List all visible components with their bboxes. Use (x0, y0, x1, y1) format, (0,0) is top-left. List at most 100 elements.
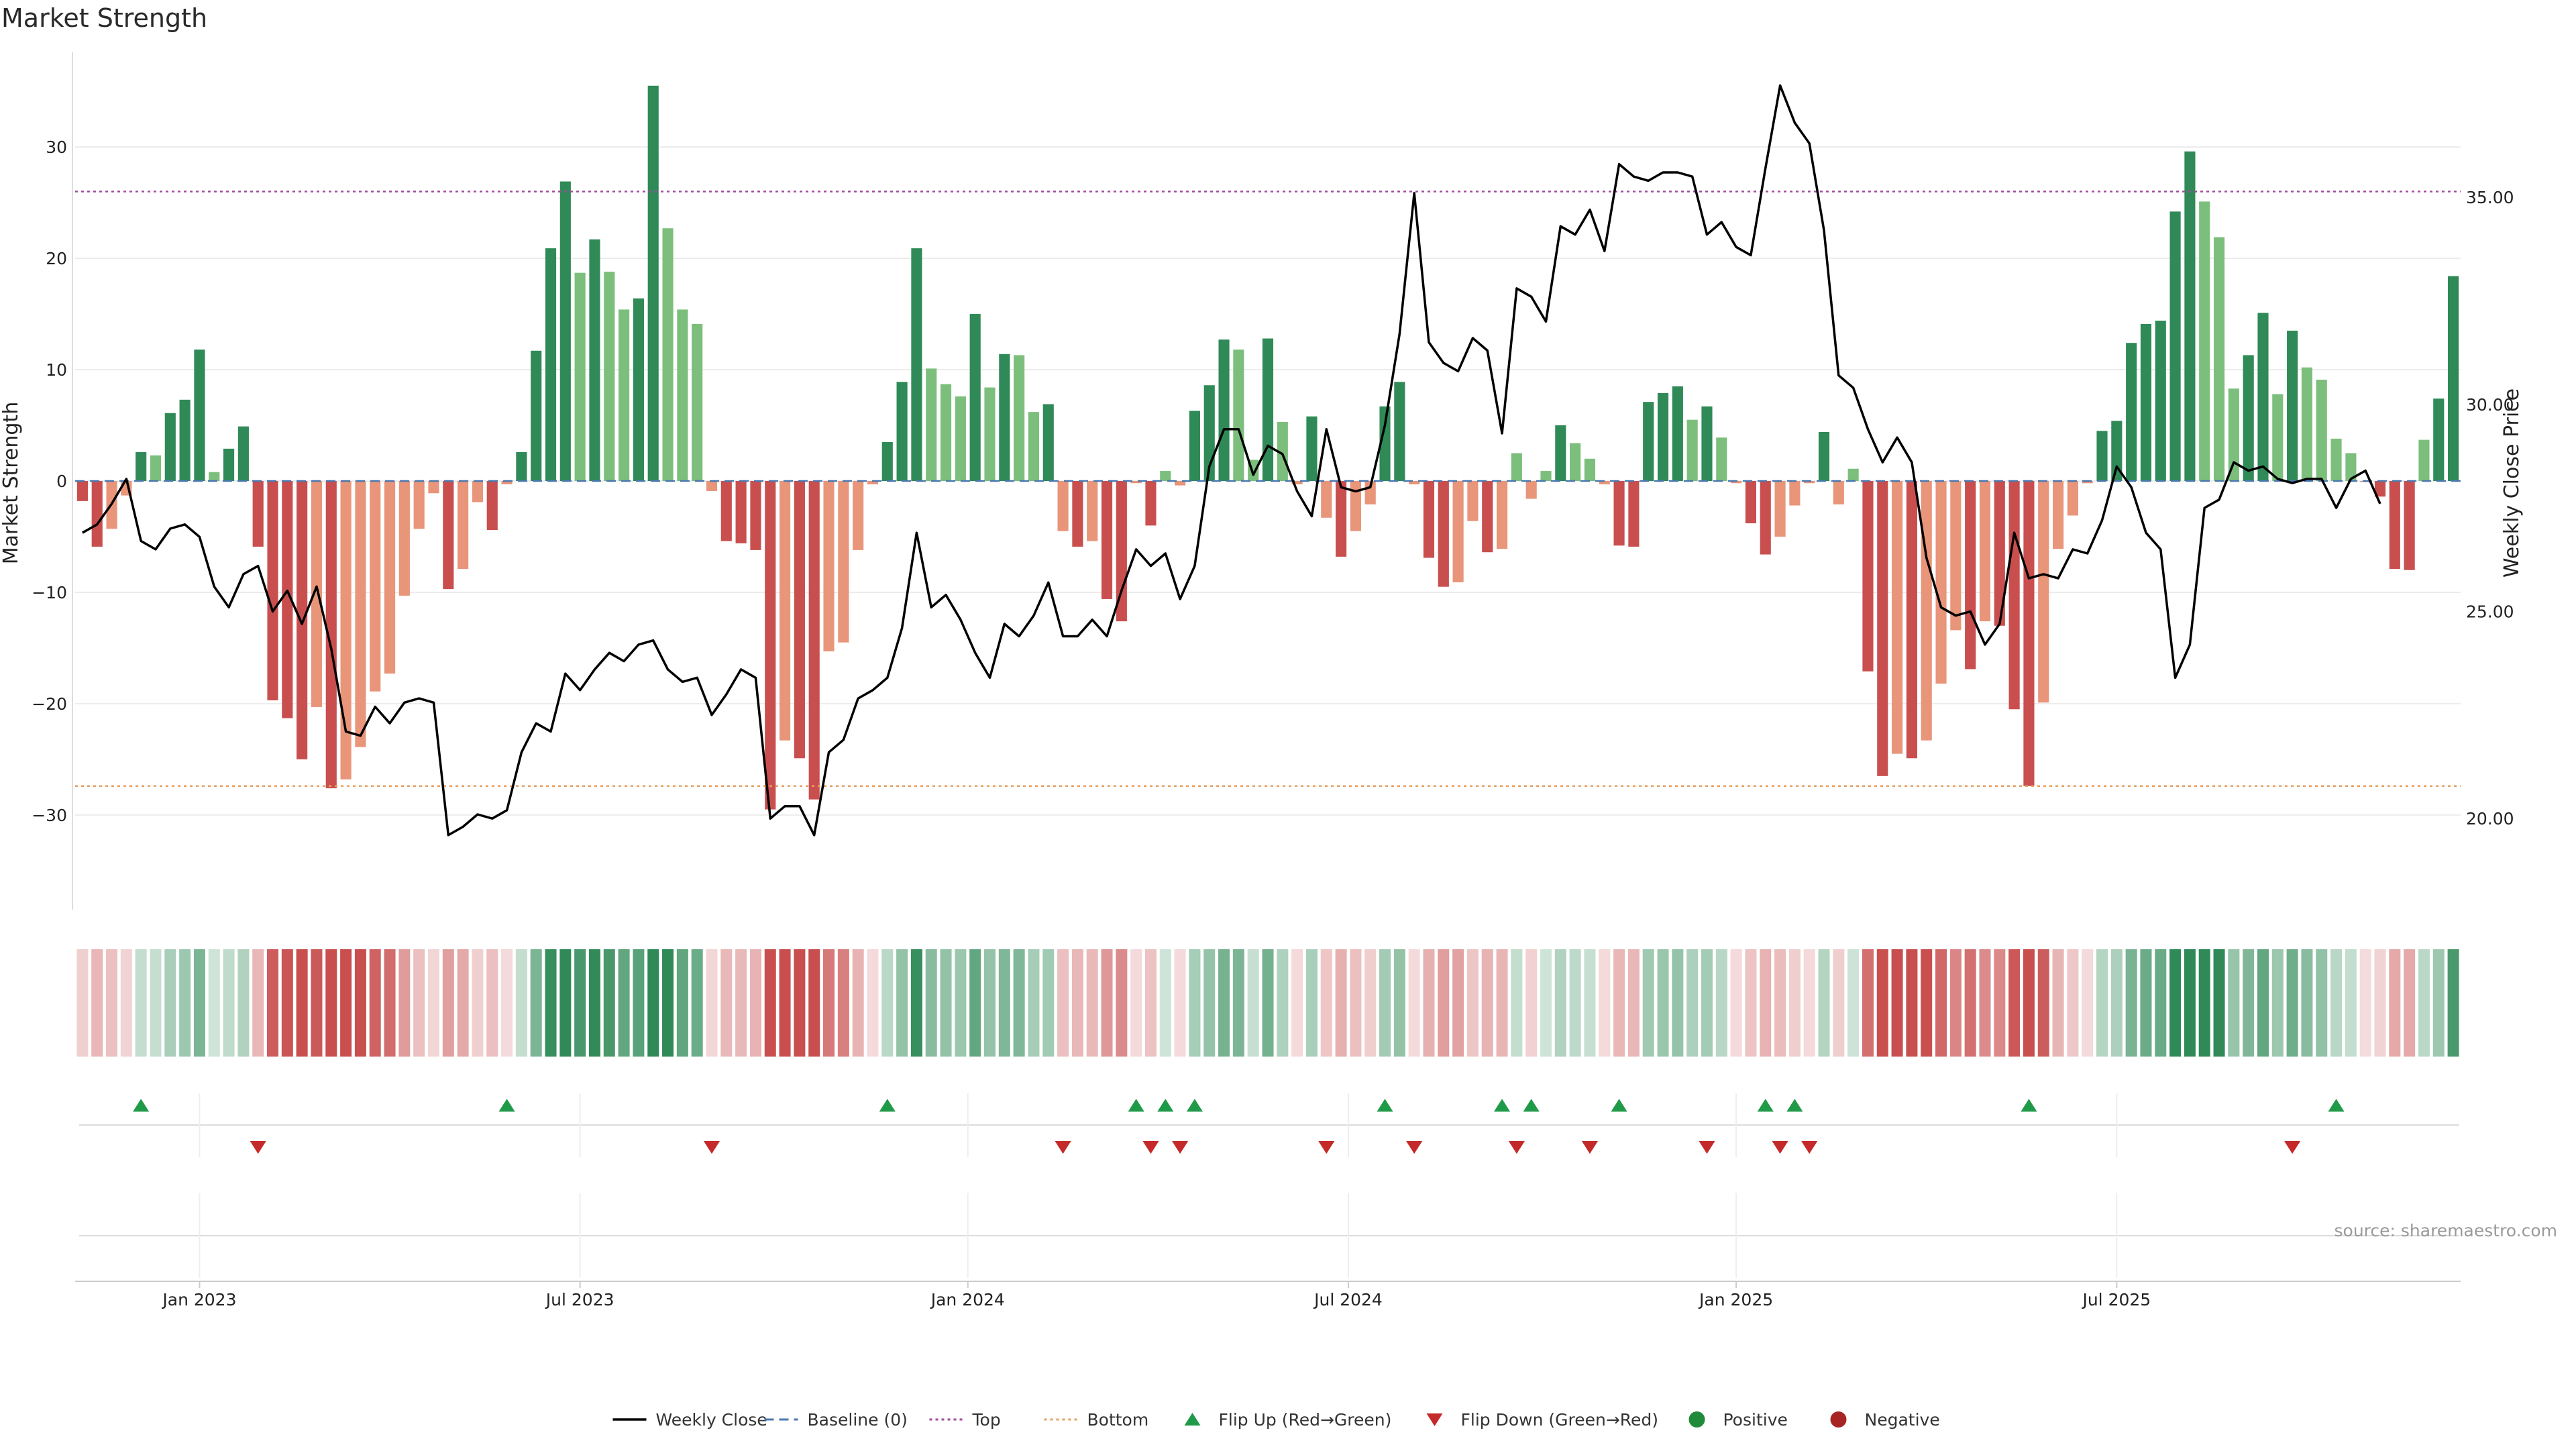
strength-bar (955, 396, 966, 481)
heat-cell (1408, 949, 1420, 1057)
x-tick-label: Jan 2024 (930, 1290, 1005, 1309)
strength-bar (1979, 481, 1991, 622)
strength-bar (1409, 481, 1420, 484)
strength-bar (2287, 330, 2298, 481)
heat-cell (618, 949, 630, 1057)
strength-bar (1028, 412, 1040, 481)
strength-bar (1277, 422, 1288, 481)
strength-bar (1467, 481, 1479, 521)
heat-cell (1393, 949, 1405, 1057)
heat-cell (1320, 949, 1332, 1057)
heat-cell (340, 949, 352, 1057)
heat-cell (559, 949, 572, 1057)
strength-bar (823, 481, 835, 651)
strength-bar (647, 85, 659, 481)
strength-bar (1774, 481, 1786, 537)
flip-up-marker (1757, 1099, 1774, 1112)
legend-label: Baseline (0) (808, 1410, 908, 1430)
heat-cell (881, 949, 894, 1057)
heat-cell (252, 949, 264, 1057)
left-axis-label: Market Strength (0, 402, 23, 564)
strength-bar (692, 323, 703, 481)
heat-cell (2169, 949, 2182, 1057)
heat-cell (1071, 949, 1083, 1057)
heat-cell (2198, 949, 2210, 1057)
flip-markers-panel (79, 1099, 2459, 1236)
strength-bar (1716, 437, 1727, 481)
strength-bar (926, 368, 937, 481)
flip-down-marker (703, 1141, 720, 1154)
heat-cell (1554, 949, 1566, 1057)
flip-down-marker (2284, 1141, 2301, 1154)
heat-cell (1525, 949, 1538, 1057)
strength-bar (2374, 481, 2386, 497)
strength-bar (750, 481, 761, 550)
heat-cell (1159, 949, 1171, 1057)
strength-bar (355, 481, 366, 747)
heat-cell (296, 949, 308, 1057)
strength-bar (896, 382, 908, 481)
strength-bar (2082, 481, 2093, 484)
legend-label: Flip Down (Green→Red) (1461, 1410, 1659, 1430)
heat-cell (1584, 949, 1596, 1057)
legend: Weekly Close Baseline (0) Top Bottom Flip Up… (612, 1410, 1940, 1430)
heat-cell (1657, 949, 1669, 1057)
heat-cell (2228, 949, 2240, 1057)
strength-bar (1336, 481, 1347, 557)
strength-bar (2228, 388, 2239, 481)
flip-up-marker (879, 1099, 896, 1112)
strength-bar (2433, 398, 2445, 481)
strength-bar (1014, 355, 1025, 481)
legend-label: Top (972, 1410, 1001, 1430)
strength-bar (1379, 406, 1391, 481)
strength-bar (2243, 355, 2254, 481)
strength-heat-strip (76, 949, 2459, 1057)
strength-bar (164, 413, 176, 481)
heat-cell (208, 949, 220, 1057)
strength-bar (1847, 468, 1859, 481)
flip-down-marker (1772, 1141, 1788, 1154)
heat-cell (472, 949, 484, 1057)
strength-bar (1657, 392, 1669, 481)
heat-cell (501, 949, 513, 1057)
strength-bar (516, 451, 527, 481)
strength-bar (1394, 382, 1405, 481)
heat-cell (1599, 949, 1611, 1057)
heat-cell (983, 949, 996, 1057)
strength-bar (1482, 481, 1493, 553)
heat-cell (823, 949, 835, 1057)
heat-cell (779, 949, 791, 1057)
heat-cell (1057, 949, 1069, 1057)
legend-label: Flip Up (Red→Green) (1219, 1410, 1392, 1430)
heat-cell (2140, 949, 2152, 1057)
left-tick-label: 0 (56, 472, 67, 491)
heat-cell (2389, 949, 2401, 1057)
legend-label: Weekly Close (656, 1410, 767, 1430)
strength-bar (1072, 481, 1083, 547)
heat-cell (354, 949, 366, 1057)
strength-bar (1994, 481, 2005, 626)
strength-bar (1950, 481, 1962, 631)
heat-cell (369, 949, 381, 1057)
heat-cell (706, 949, 718, 1057)
legend-item: Baseline (0) (764, 1410, 908, 1430)
flip-up-marker (133, 1099, 150, 1112)
heat-cell (2271, 949, 2284, 1057)
heat-cell (1028, 949, 1040, 1057)
heat-cell (398, 949, 411, 1057)
strength-bar (1701, 406, 1713, 481)
heat-cell (1760, 949, 1772, 1057)
heat-cell (1013, 949, 1025, 1057)
heat-cell (530, 949, 542, 1057)
heat-cell (1291, 949, 1303, 1057)
strength-bar (398, 481, 410, 596)
strength-bar (808, 481, 820, 800)
strength-bar (706, 481, 718, 491)
heat-cell (1305, 949, 1318, 1057)
strength-bar (428, 481, 439, 494)
weekly-close-series (82, 84, 2381, 837)
strength-bar (838, 481, 849, 643)
heat-cell (808, 949, 820, 1057)
strength-bar (2448, 276, 2459, 481)
